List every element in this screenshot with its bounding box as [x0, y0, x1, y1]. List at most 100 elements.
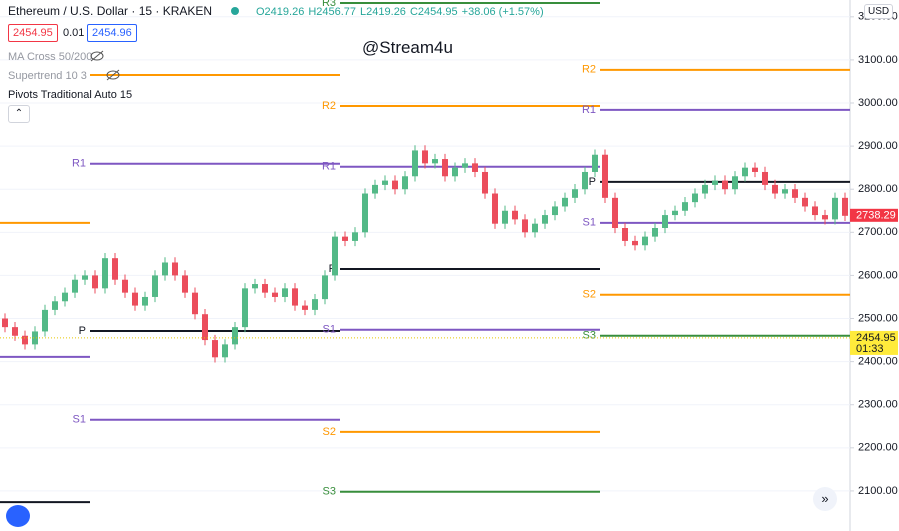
candle-body: [42, 309, 48, 332]
hide-icon[interactable]: [90, 50, 104, 62]
candle-body: [362, 193, 368, 233]
y-tick-label: 3100.00: [858, 54, 898, 66]
indicator-label: Supertrend 10 3: [8, 70, 87, 82]
candle-body: [742, 167, 748, 177]
candle-body: [612, 197, 618, 229]
candle-body: [562, 197, 568, 207]
candle-body: [642, 236, 648, 246]
candle-body: [72, 279, 78, 293]
ohlc-legend: O2419.26 H2456.77 L2419.26 C2454.95 +38.06 (…: [256, 6, 548, 18]
price-tag-label: 2738.29: [856, 210, 896, 222]
ohlc-value: O2419.26: [256, 6, 305, 18]
candle-body: [172, 262, 178, 276]
candle-body: [442, 159, 448, 177]
scroll-button[interactable]: »: [813, 487, 837, 511]
candle-body: [382, 180, 388, 185]
y-tick-label: 2200.00: [858, 442, 898, 454]
currency-button[interactable]: USD: [864, 4, 894, 19]
candle-body: [592, 154, 598, 172]
candle-body: [572, 189, 578, 198]
y-tick-label: 2800.00: [858, 183, 898, 195]
candle-body: [282, 288, 288, 297]
indicator-label: MA Cross 50/200: [8, 51, 93, 63]
candle-body: [292, 288, 298, 306]
candle-body: [622, 228, 628, 241]
candle-body: [272, 292, 278, 297]
candle-body: [102, 258, 108, 289]
candle-body: [532, 223, 538, 233]
candle-body: [432, 159, 438, 164]
candle-body: [152, 275, 158, 297]
candle-body: [122, 279, 128, 293]
candle-body: [492, 193, 498, 224]
buy-button[interactable]: 2454.96: [87, 24, 137, 42]
candle-body: [502, 210, 508, 224]
pivot-label: P: [589, 176, 596, 188]
candle-body: [602, 154, 608, 198]
candle-body: [482, 171, 488, 194]
candle-body: [402, 176, 408, 190]
candle-body: [132, 292, 138, 306]
pivot-label: R1: [582, 104, 596, 116]
candle-body: [652, 228, 658, 237]
candle-body: [722, 180, 728, 190]
candle-body: [632, 240, 638, 246]
candle-body: [2, 318, 8, 328]
candle-body: [672, 210, 678, 216]
candle-body: [32, 331, 38, 345]
collapse-button[interactable]: ⌃: [8, 105, 30, 123]
candle-body: [252, 284, 258, 289]
ohlc-value: L2419.26: [360, 6, 406, 18]
candle-body: [92, 275, 98, 289]
ohlc-value: H2456.77: [308, 6, 357, 18]
candle-body: [792, 189, 798, 198]
candle-body: [52, 301, 58, 310]
candle-body: [762, 171, 768, 185]
candle-body: [692, 193, 698, 203]
status-dot: [231, 7, 239, 15]
y-tick-label: 2500.00: [858, 312, 898, 324]
y-tick-label: 2100.00: [858, 485, 898, 497]
pivot-label: S2: [583, 289, 596, 301]
candle-body: [822, 215, 828, 220]
sell-button[interactable]: 2454.95: [8, 24, 58, 42]
candle-body: [302, 305, 308, 310]
candle-body: [542, 215, 548, 224]
price-tag-label: 2454.95: [856, 332, 896, 344]
candle-body: [322, 275, 328, 300]
candle-body: [462, 163, 468, 168]
candle-body: [142, 296, 148, 306]
candle-body: [472, 163, 478, 172]
candle-body: [752, 167, 758, 172]
candle-body: [522, 219, 528, 233]
candle-body: [112, 258, 118, 280]
candle-body: [772, 184, 778, 194]
candle-body: [12, 327, 18, 336]
pivot-label: R1: [322, 161, 336, 173]
pivot-label: S2: [323, 426, 336, 438]
pivot-label: S1: [73, 414, 86, 426]
y-tick-label: 2600.00: [858, 269, 898, 281]
pivot-label: P: [79, 325, 86, 337]
candle-body: [782, 189, 788, 194]
pivot-label: S1: [323, 324, 336, 336]
candle-body: [182, 275, 188, 293]
price-tag: [850, 208, 898, 222]
candle-body: [452, 167, 458, 177]
ohlc-value: +38.06 (+1.57%): [461, 6, 544, 18]
watermark: @Stream4u: [362, 38, 453, 57]
y-tick-label: 2900.00: [858, 140, 898, 152]
candle-body: [332, 236, 338, 276]
hide-icon[interactable]: [106, 69, 120, 81]
candle-body: [412, 150, 418, 177]
y-tick-label: 2700.00: [858, 226, 898, 238]
candle-body: [162, 262, 168, 276]
candle-body: [732, 176, 738, 190]
pivot-label: R2: [582, 64, 596, 76]
logo[interactable]: [6, 505, 30, 527]
candle-body: [392, 180, 398, 190]
candle-body: [842, 197, 848, 216]
candle-body: [662, 215, 668, 229]
